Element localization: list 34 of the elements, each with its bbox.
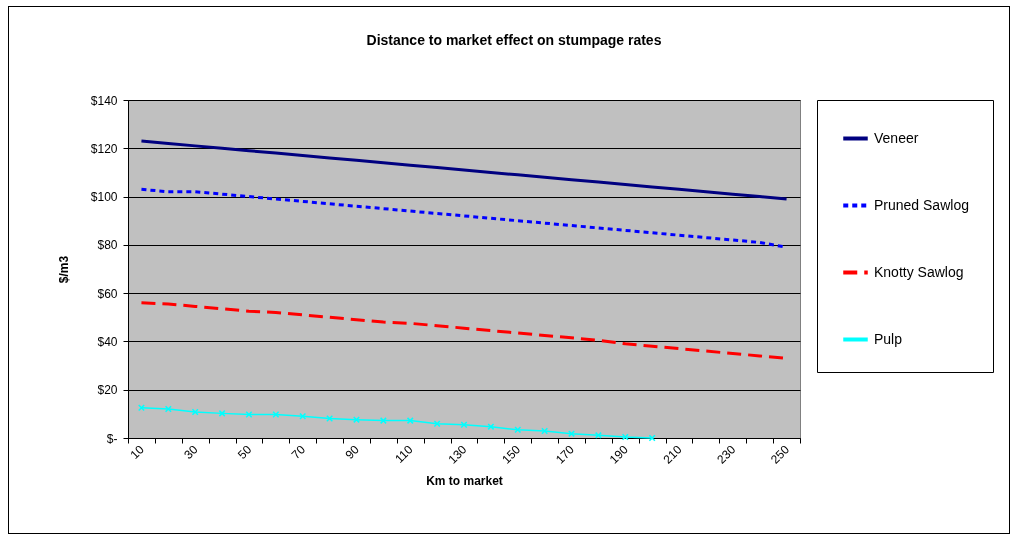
legend-label: Pruned Sawlog [874, 196, 969, 213]
y-tick-label: $- [106, 431, 118, 446]
y-tick-label: $20 [97, 383, 118, 398]
x-tick-label: 70 [288, 442, 309, 462]
x-tick-label: 50 [235, 442, 255, 462]
legend-label: Veneer [874, 129, 919, 146]
legend-label: Pulp [874, 330, 903, 347]
x-tick-label: 150 [499, 442, 524, 467]
x-tick-label: 30 [181, 442, 201, 462]
x-tick-label: 210 [660, 442, 685, 467]
legend-label: Knotty Sawlog [874, 263, 964, 280]
x-tick-label: 190 [606, 442, 631, 467]
x-tick-label: 250 [767, 442, 793, 467]
y-axis-title: $/m3 [56, 255, 71, 284]
x-tick-label: 90 [342, 442, 363, 462]
x-axis-title: Km to market [426, 473, 503, 488]
y-tick-label: $60 [97, 286, 118, 301]
y-tick-label: $80 [97, 238, 118, 253]
y-tick-label: $120 [90, 141, 118, 156]
chart-title: Distance to market effect on stumpage rates [366, 32, 662, 48]
y-tick-label: $40 [97, 334, 118, 349]
x-tick-label: 10 [127, 442, 148, 462]
x-tick-label: 110 [392, 442, 416, 466]
point [299, 412, 307, 420]
point [379, 417, 387, 425]
point [594, 431, 602, 439]
point [514, 426, 522, 434]
y-tick-label: $140 [90, 93, 118, 108]
x-tick-label: 130 [445, 442, 470, 467]
line-series [139, 139, 789, 201]
x-tick-label: 230 [714, 442, 739, 467]
point [326, 414, 334, 422]
x-tick-label: 170 [552, 442, 578, 467]
y-tick-label: $100 [90, 190, 118, 205]
